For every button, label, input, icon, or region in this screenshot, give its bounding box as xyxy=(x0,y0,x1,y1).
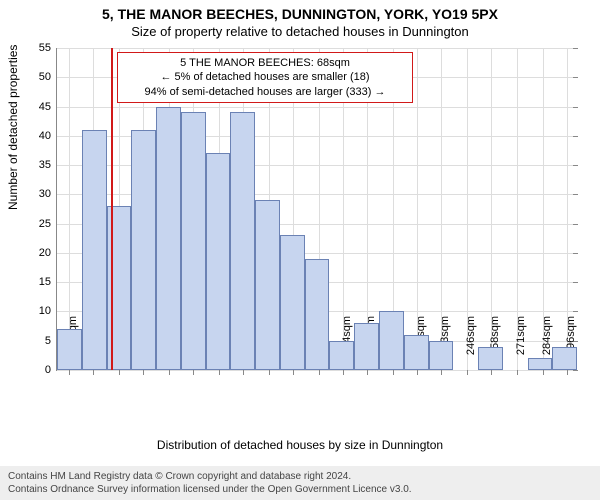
y-tick-label: 45 xyxy=(39,101,57,113)
y-tick-label: 25 xyxy=(39,218,57,230)
histogram-bar xyxy=(255,200,280,370)
reference-line xyxy=(111,48,113,370)
annotation-line: 94% of semi-detached houses are larger (… xyxy=(124,85,406,99)
histogram-bar xyxy=(478,347,503,370)
y-tick-mark xyxy=(573,165,578,166)
histogram-bar xyxy=(552,347,577,370)
y-tick-mark xyxy=(573,282,578,283)
footer-line2: Contains Ordnance Survey information lic… xyxy=(8,483,592,496)
y-tick-label: 20 xyxy=(39,247,57,259)
histogram-bar xyxy=(305,259,330,370)
x-tick-label: 271sqm xyxy=(515,316,527,376)
y-tick-label: 10 xyxy=(39,305,57,317)
histogram-bar xyxy=(329,341,354,370)
y-tick-mark xyxy=(573,224,578,225)
histogram-bar xyxy=(82,130,107,370)
y-tick-label: 5 xyxy=(45,335,57,347)
y-tick-label: 35 xyxy=(39,159,57,171)
y-tick-label: 0 xyxy=(45,364,57,376)
y-tick-mark xyxy=(573,107,578,108)
histogram-bar xyxy=(57,329,82,370)
annotation-line: 5 THE MANOR BEECHES: 68sqm xyxy=(124,56,406,70)
y-axis-label: Number of detached properties xyxy=(6,45,20,210)
y-tick-mark xyxy=(573,48,578,49)
y-tick-mark xyxy=(573,311,578,312)
y-tick-mark xyxy=(573,194,578,195)
histogram-bar xyxy=(156,107,181,370)
chart-title-sub: Size of property relative to detached ho… xyxy=(0,22,600,39)
y-tick-label: 15 xyxy=(39,276,57,288)
y-tick-mark xyxy=(573,77,578,78)
histogram-bar xyxy=(280,235,305,370)
x-axis-label: Distribution of detached houses by size … xyxy=(0,438,600,452)
x-tick-label: 246sqm xyxy=(465,316,477,376)
footer-line1: Contains HM Land Registry data © Crown c… xyxy=(8,470,592,483)
annotation-line: ← 5% of detached houses are smaller (18) xyxy=(124,70,406,84)
chart-title-main: 5, THE MANOR BEECHES, DUNNINGTON, YORK, … xyxy=(0,0,600,22)
histogram-bar xyxy=(404,335,429,370)
annotation-box: 5 THE MANOR BEECHES: 68sqm← 5% of detach… xyxy=(117,52,413,103)
histogram-bar xyxy=(230,112,255,370)
chart-plot-area: 051015202530354045505547sqm59sqm72sqm84s… xyxy=(56,48,577,371)
gridline-h xyxy=(57,48,577,49)
histogram-bar xyxy=(206,153,231,370)
y-tick-label: 30 xyxy=(39,188,57,200)
y-tick-mark xyxy=(573,253,578,254)
histogram-bar xyxy=(528,358,553,370)
y-tick-mark xyxy=(573,136,578,137)
y-tick-label: 40 xyxy=(39,130,57,142)
y-tick-label: 50 xyxy=(39,71,57,83)
gridline-h xyxy=(57,107,577,108)
histogram-bar xyxy=(354,323,379,370)
histogram-bar xyxy=(131,130,156,370)
histogram-bar xyxy=(429,341,454,370)
footer: Contains HM Land Registry data © Crown c… xyxy=(0,466,600,500)
y-tick-label: 55 xyxy=(39,42,57,54)
histogram-bar xyxy=(181,112,206,370)
histogram-bar xyxy=(379,311,404,370)
